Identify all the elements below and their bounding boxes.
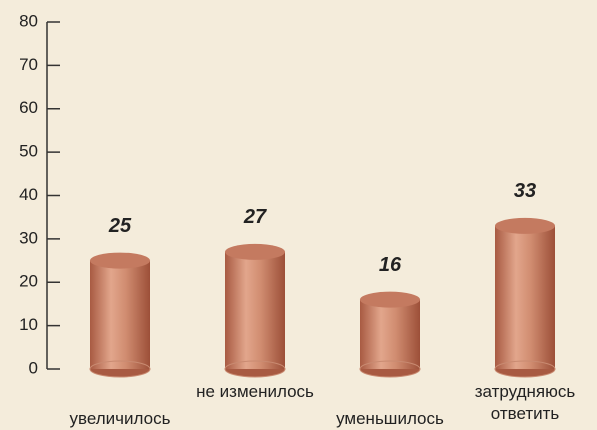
x-tick-label: уменьшилось [336,409,444,428]
cylinder-top [225,243,285,260]
value-label: 25 [108,215,132,237]
cylinder-top [360,291,420,308]
cylinder-bottom-edge [494,360,556,378]
y-tick-label: 70 [19,55,38,74]
cylinder-bottom-edge [359,360,421,378]
cylinder-bottom-edge [224,360,286,378]
y-tick-label: 10 [19,315,38,334]
value-label: 27 [243,206,267,228]
cylinder-body [495,225,555,369]
cylinder-top [495,217,555,234]
x-tick-label: затрудняюсь ответить [474,382,576,423]
y-tick-label: 40 [19,185,38,204]
cylinder [89,252,151,378]
x-tick-label: не изменилось [196,382,314,401]
cylinder-body [360,299,420,369]
value-label: 16 [379,254,402,276]
cylinder-bottom-edge [89,360,151,378]
y-tick-label: 20 [19,272,38,291]
y-tick-label: 0 [29,358,38,377]
y-tick-label: 80 [19,11,38,30]
y-tick-label: 60 [19,98,38,117]
y-tick-label: 30 [19,228,38,247]
x-tick-label: увеличилось [69,409,171,428]
cylinder-body [90,260,150,369]
cylinder [224,243,286,378]
value-label: 33 [514,180,536,202]
cylinder [359,291,421,378]
cylinder-top [90,252,150,269]
y-tick-label: 50 [19,142,38,161]
cylinder-body [225,251,285,369]
cylinder [494,217,556,378]
